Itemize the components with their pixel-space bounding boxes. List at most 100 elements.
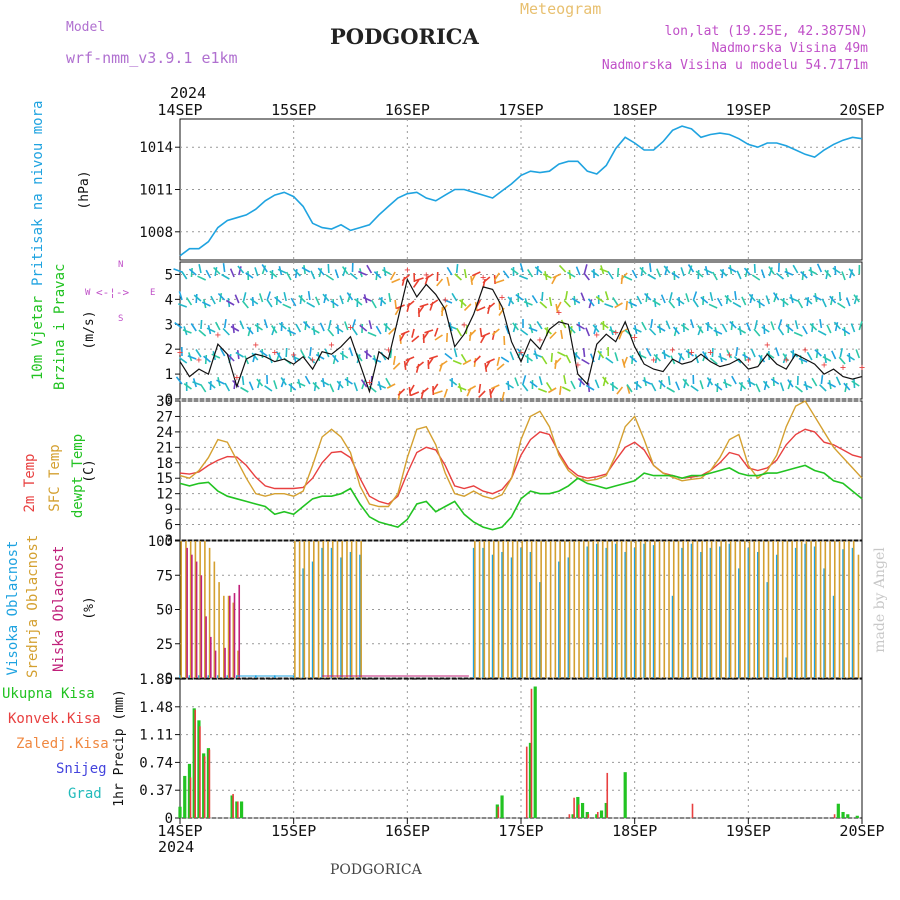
gust-marker: + xyxy=(423,270,429,281)
wind-arrow xyxy=(538,388,547,393)
wind-arrow xyxy=(673,327,678,337)
precip-bar-convective xyxy=(833,814,836,818)
wind-arrow xyxy=(520,328,529,336)
wind-arrow xyxy=(248,381,254,391)
precip-bar-convective xyxy=(497,806,500,818)
wind-arrow xyxy=(319,322,325,332)
wind-arrow xyxy=(210,295,216,305)
wind-arrow xyxy=(534,266,543,274)
gust-marker: + xyxy=(442,295,448,306)
compass-e: E xyxy=(150,288,156,298)
wind-arrow xyxy=(690,385,699,392)
wind-arrow xyxy=(743,267,751,276)
wind-arrow xyxy=(669,292,673,302)
wind-arrow xyxy=(331,354,339,363)
wind-arrow xyxy=(299,294,303,305)
wind-arrow xyxy=(268,354,273,364)
wind-arrow xyxy=(174,322,183,329)
wind-arrow xyxy=(245,272,254,279)
wind-arrow xyxy=(793,331,803,337)
wind-arrow xyxy=(659,379,663,390)
wind-arrow xyxy=(550,352,553,363)
wind-arrow xyxy=(467,385,477,392)
wind-arrow xyxy=(762,380,770,389)
wind-arrow xyxy=(478,383,482,394)
wind-arrow xyxy=(278,322,287,330)
wind-arrow xyxy=(296,381,306,387)
wind-arrow xyxy=(512,323,517,333)
wind-arrow xyxy=(198,264,202,274)
wind-arrow xyxy=(753,328,761,337)
wind-arrow xyxy=(849,269,854,279)
wind-arrow xyxy=(858,321,863,331)
wind-arrow xyxy=(519,263,524,273)
wind-arrow xyxy=(734,290,737,301)
wind-arrow xyxy=(844,383,848,393)
wind-arrow xyxy=(457,385,467,391)
wind-arrow xyxy=(205,269,212,279)
y-tick-label: 1.85 xyxy=(139,672,173,688)
wind-arrow xyxy=(294,268,298,279)
wind-arrow xyxy=(425,273,434,280)
gust-marker: + xyxy=(632,332,638,343)
precip-bar-convective xyxy=(691,803,694,818)
wind-arrow xyxy=(173,268,183,273)
wind-arrow xyxy=(541,291,544,302)
wind-arrow xyxy=(765,295,771,305)
wind-arrow xyxy=(626,384,633,393)
wind-arrow xyxy=(468,329,477,337)
wind-arrow xyxy=(282,303,292,309)
wind-arrow xyxy=(341,266,349,275)
y-tick-label: 27 xyxy=(156,409,173,425)
wind-arrow xyxy=(748,293,756,302)
precip-bar-total xyxy=(187,763,192,818)
wind-arrow xyxy=(175,376,183,385)
precip-bar-convective xyxy=(578,804,580,818)
wind-arrow xyxy=(663,265,671,274)
wind-arrow xyxy=(848,268,856,277)
wind-arrow xyxy=(582,347,586,358)
compass-n: N xyxy=(118,260,124,270)
precip-bar-convective xyxy=(525,746,528,818)
x-tick-label-bottom: 18SEP xyxy=(612,822,657,840)
wind-arrow xyxy=(360,379,368,388)
wind-arrow xyxy=(320,379,330,386)
wind-arrow xyxy=(800,271,808,279)
wind-arrow xyxy=(348,347,354,357)
wind-arrow xyxy=(527,268,534,278)
wind-arrow xyxy=(354,298,363,306)
wind-arrow xyxy=(459,299,467,307)
wind-arrow xyxy=(221,273,230,280)
wind-arrow xyxy=(311,327,320,334)
wind-arrow xyxy=(431,383,439,392)
wind-arrow xyxy=(598,351,602,361)
wind-arrow xyxy=(750,348,756,358)
gust-marker: + xyxy=(688,347,694,358)
series-line xyxy=(179,428,863,505)
wind-arrow xyxy=(806,296,810,307)
gust-marker: + xyxy=(840,362,846,373)
wind-arrow xyxy=(640,266,644,277)
wind-arrow xyxy=(700,296,709,304)
wind-arrow xyxy=(716,297,723,307)
wind-arrow xyxy=(839,348,843,358)
wind-arrow xyxy=(699,380,704,390)
wind-arrow xyxy=(650,382,657,392)
wind-arrow xyxy=(745,322,752,332)
wind-arrow xyxy=(230,325,240,332)
wind-arrow xyxy=(835,376,842,386)
wind-arrow xyxy=(623,275,633,281)
page-title: PODGORICA xyxy=(330,24,479,49)
wind-arrow xyxy=(317,267,325,276)
wind-arrow xyxy=(741,296,747,306)
wind-arrow xyxy=(792,264,799,274)
wind-arrow xyxy=(524,354,533,362)
wind-arrow xyxy=(850,323,856,333)
wind-arrow xyxy=(249,298,259,305)
gust-marker: + xyxy=(234,372,240,383)
wind-arrow xyxy=(479,327,483,338)
wind-arrow xyxy=(405,356,415,362)
wind-arrow xyxy=(758,354,766,363)
wind-arrow xyxy=(688,265,693,275)
gust-marker: + xyxy=(461,320,467,331)
